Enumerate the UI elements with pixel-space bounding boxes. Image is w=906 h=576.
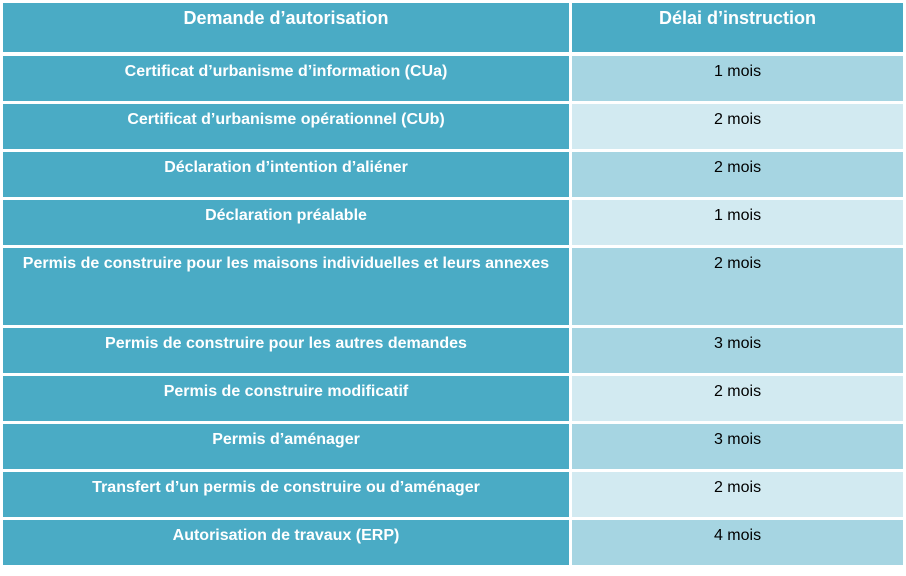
table-row: Déclaration d’intention d’aliéner 2 mois bbox=[3, 152, 903, 200]
delai-cell: 2 mois bbox=[572, 104, 903, 149]
demande-cell: Autorisation de travaux (ERP) bbox=[3, 520, 569, 565]
demande-cell: Permis de construire pour les autres dem… bbox=[3, 328, 569, 373]
table-row: Permis de construire modificatif 2 mois bbox=[3, 376, 903, 424]
demande-cell: Déclaration préalable bbox=[3, 200, 569, 245]
delai-cell: 4 mois bbox=[572, 520, 903, 565]
header-demande: Demande d’autorisation bbox=[3, 3, 569, 52]
authorization-delay-table: Demande d’autorisation Délai d’instructi… bbox=[3, 3, 903, 568]
table-row: Certificat d’urbanisme opérationnel (CUb… bbox=[3, 104, 903, 152]
delai-cell: 2 mois bbox=[572, 152, 903, 197]
header-delai: Délai d’instruction bbox=[572, 3, 903, 52]
delai-cell: 2 mois bbox=[572, 248, 903, 325]
demande-cell: Transfert d’un permis de construire ou d… bbox=[3, 472, 569, 517]
table-row: Transfert d’un permis de construire ou d… bbox=[3, 472, 903, 520]
delai-cell: 3 mois bbox=[572, 328, 903, 373]
delai-cell: 2 mois bbox=[572, 472, 903, 517]
demande-cell: Permis de construire pour les maisons in… bbox=[3, 248, 569, 325]
demande-cell: Permis de construire modificatif bbox=[3, 376, 569, 421]
table-row: Certificat d’urbanisme d’information (CU… bbox=[3, 56, 903, 104]
delai-cell: 1 mois bbox=[572, 200, 903, 245]
demande-cell: Déclaration d’intention d’aliéner bbox=[3, 152, 569, 197]
table-row: Autorisation de travaux (ERP) 4 mois bbox=[3, 520, 903, 568]
demande-cell: Certificat d’urbanisme d’information (CU… bbox=[3, 56, 569, 101]
table-row: Permis d’aménager 3 mois bbox=[3, 424, 903, 472]
table-row: Permis de construire pour les autres dem… bbox=[3, 328, 903, 376]
table-row: Permis de construire pour les maisons in… bbox=[3, 248, 903, 328]
demande-cell: Certificat d’urbanisme opérationnel (CUb… bbox=[3, 104, 569, 149]
demande-cell: Permis d’aménager bbox=[3, 424, 569, 469]
table-row: Déclaration préalable 1 mois bbox=[3, 200, 903, 248]
table-header-row: Demande d’autorisation Délai d’instructi… bbox=[3, 3, 903, 56]
delai-cell: 3 mois bbox=[572, 424, 903, 469]
delai-cell: 2 mois bbox=[572, 376, 903, 421]
delai-cell: 1 mois bbox=[572, 56, 903, 101]
